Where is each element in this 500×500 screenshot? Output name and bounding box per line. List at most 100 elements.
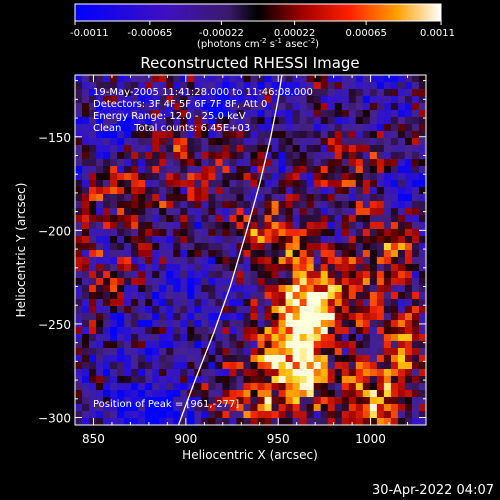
heatmap-cell — [180, 264, 188, 272]
heatmap-cell — [96, 236, 104, 244]
heatmap-cell — [208, 397, 216, 405]
heatmap-cell — [292, 292, 301, 300]
heatmap-cell — [159, 397, 167, 405]
heatmap-cell — [187, 236, 195, 244]
heatmap-cell — [341, 222, 350, 230]
heatmap-cell — [208, 355, 216, 363]
heatmap-cell — [236, 117, 244, 125]
heatmap-cell — [96, 411, 104, 419]
heatmap-cell — [159, 285, 167, 293]
heatmap-cell — [369, 131, 378, 139]
heatmap-cell — [103, 292, 111, 300]
heatmap-cell — [313, 159, 322, 167]
heatmap-cell — [383, 229, 392, 237]
heatmap-cell — [215, 82, 223, 90]
heatmap-cell — [376, 222, 385, 230]
heatmap-cell — [138, 103, 146, 111]
heatmap-cell — [390, 320, 399, 328]
heatmap-cell — [124, 376, 132, 384]
heatmap-cell — [103, 390, 111, 398]
x-axis-tick-labels: 850 900 950 1000 — [82, 432, 386, 446]
heatmap-cell — [292, 348, 301, 356]
heatmap-cell — [82, 355, 90, 363]
heatmap-cell — [243, 222, 251, 230]
heatmap-cell — [348, 89, 357, 97]
heatmap-cell — [341, 152, 350, 160]
heatmap-cell — [376, 278, 385, 286]
heatmap-cell — [271, 131, 279, 139]
heatmap-cell — [187, 89, 195, 97]
heatmap-cell — [411, 383, 420, 391]
heatmap-cell — [341, 362, 350, 370]
heatmap-cell — [152, 404, 160, 412]
heatmap-cell — [355, 334, 364, 342]
heatmap-cell — [243, 313, 251, 321]
heatmap-cell — [418, 138, 426, 146]
heatmap-cell — [166, 117, 174, 125]
heatmap-cell — [103, 145, 111, 153]
heatmap-cell — [278, 271, 286, 279]
heatmap-cell — [243, 117, 251, 125]
heatmap-cell — [103, 264, 111, 272]
heatmap-cell — [355, 285, 364, 293]
heatmap-cell — [327, 383, 336, 391]
heatmap-cell — [82, 103, 90, 111]
heatmap-cell — [124, 173, 132, 181]
heatmap-cell — [89, 103, 97, 111]
heatmap-cell — [411, 145, 420, 153]
heatmap-cell — [229, 82, 237, 90]
heatmap-cell — [383, 152, 392, 160]
heatmap-cell — [159, 271, 167, 279]
heatmap-cell — [180, 285, 188, 293]
heatmap-cell — [110, 159, 118, 167]
heatmap-cell — [243, 82, 251, 90]
heatmap-cell — [411, 327, 420, 335]
heatmap-cell — [194, 243, 202, 251]
heatmap-cell — [334, 257, 343, 265]
heatmap-cell — [285, 404, 294, 412]
heatmap-cell — [138, 96, 146, 104]
heatmap-cell — [264, 103, 272, 111]
heatmap-cell — [187, 82, 195, 90]
heatmap-cell — [187, 418, 195, 425]
heatmap-cell — [222, 187, 230, 195]
heatmap-cell — [110, 369, 118, 377]
heatmap-cell — [313, 201, 322, 209]
heatmap-cell — [250, 215, 258, 223]
heatmap-cell — [229, 334, 237, 342]
heatmap-cell — [180, 313, 188, 321]
heatmap-cell — [418, 278, 426, 286]
heatmap-cell — [411, 75, 420, 83]
heatmap-cell — [124, 299, 132, 307]
heatmap-cell — [285, 236, 294, 244]
heatmap-cell — [117, 159, 125, 167]
heatmap-cell — [390, 334, 399, 342]
heatmap-cell — [264, 194, 272, 202]
heatmap-cell — [362, 250, 371, 258]
heatmap-cell — [124, 222, 132, 230]
heatmap-cell — [355, 152, 364, 160]
heatmap-cell — [117, 96, 125, 104]
heatmap-cell — [404, 194, 413, 202]
heatmap-cell — [82, 397, 90, 405]
colorbar-tick-label: -0.00065 — [127, 28, 172, 39]
heatmap-cell — [166, 404, 174, 412]
heatmap-cell — [320, 180, 329, 188]
heatmap-cell — [355, 313, 364, 321]
heatmap-cell — [348, 292, 357, 300]
heatmap-cell — [180, 82, 188, 90]
heatmap-cell — [117, 229, 125, 237]
heatmap-cell — [341, 89, 350, 97]
heatmap-cell — [285, 110, 294, 118]
heatmap-cell — [243, 89, 251, 97]
heatmap-cell — [306, 215, 315, 223]
heatmap-cell — [292, 215, 301, 223]
heatmap-cell — [187, 411, 195, 419]
heatmap-cell — [229, 264, 237, 272]
heatmap-cell — [131, 89, 139, 97]
heatmap-cell — [166, 285, 174, 293]
heatmap-cell — [299, 89, 308, 97]
heatmap-cell — [131, 82, 139, 90]
heatmap-cell — [229, 313, 237, 321]
heatmap-cell — [103, 201, 111, 209]
